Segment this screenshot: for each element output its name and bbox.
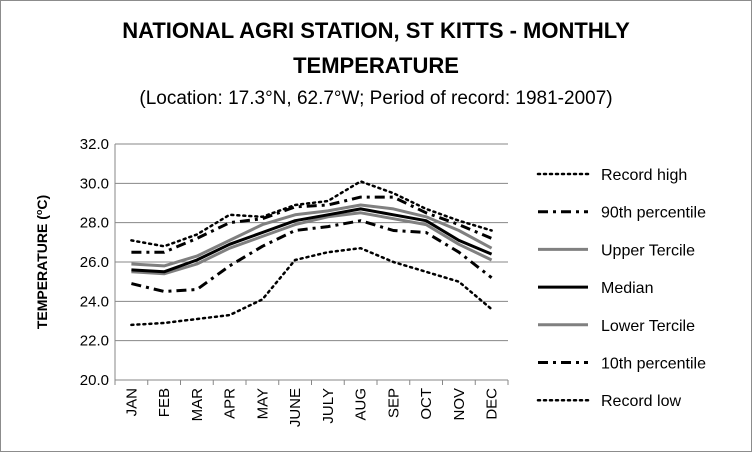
x-tick-label: NOV xyxy=(451,388,468,421)
legend-entry: Record high xyxy=(601,167,687,184)
y-axis-label-end: C) xyxy=(34,195,50,210)
legend-entry: Lower Tercile xyxy=(601,318,695,335)
x-tick-labels: JAN FEB MAR APR MAY JUNE JULY AUG SEP OCT NOV DEC xyxy=(123,388,500,427)
x-tick-label: AUG xyxy=(353,388,370,421)
y-tick-label: 22.0 xyxy=(80,333,109,350)
y-tick-label: 24.0 xyxy=(80,293,109,310)
chart-title-line1: NATIONAL AGRI STATION, ST KITTS - MONTHL… xyxy=(122,18,630,43)
y-tick-labels: 20.0 22.0 24.0 26.0 28.0 30.0 32.0 xyxy=(80,136,109,389)
y-axis-label-main: TEMPERATURE ( xyxy=(34,215,50,329)
x-tick-label: APR xyxy=(222,388,239,419)
chart-title-line2: TEMPERATURE xyxy=(293,53,459,78)
legend-entry: 90th percentile xyxy=(601,205,706,222)
x-tick-label: OCT xyxy=(418,388,435,420)
legend-entry: Record low xyxy=(601,393,681,410)
series-line-lower-tercile xyxy=(131,211,493,276)
series-line-record-low xyxy=(130,246,493,327)
series-line-record-high xyxy=(130,180,493,248)
series-line-upper-tercile xyxy=(131,203,493,268)
y-tick-label: 20.0 xyxy=(80,372,109,389)
x-tick-label: DEC xyxy=(484,388,501,420)
legend: Record high 90th percentile Upper Tercile M… xyxy=(536,167,706,410)
y-tick-label: 26.0 xyxy=(80,254,109,271)
x-tick-label: MAY xyxy=(254,388,271,419)
x-tick-label: MAR xyxy=(189,388,206,422)
series-line-10th-percentile xyxy=(131,219,493,293)
legend-entry: 10th percentile xyxy=(601,356,706,373)
legend-entry: Median xyxy=(601,280,653,297)
x-tick-label: JAN xyxy=(123,388,140,416)
y-tick-label: 30.0 xyxy=(80,175,109,192)
series-line-90th-percentile xyxy=(131,195,493,254)
legend-entry: Upper Tercile xyxy=(601,242,695,259)
y-tick-label: 32.0 xyxy=(80,136,109,153)
y-tick-label: 28.0 xyxy=(80,215,109,232)
chart-subtitle: (Location: 17.3°N, 62.7°W; Period of rec… xyxy=(139,88,613,109)
series-line-median xyxy=(131,207,493,274)
x-tick-label: SEP xyxy=(385,388,402,418)
axes xyxy=(114,144,509,385)
y-axis-label-sup: o xyxy=(34,209,44,215)
x-tick-label: FEB xyxy=(156,388,173,417)
gridlines xyxy=(115,143,508,342)
x-tick-label: JULY xyxy=(320,388,337,424)
series-lines xyxy=(130,180,493,327)
y-axis-label: TEMPERATURE (oC) xyxy=(34,195,50,329)
x-tick-label: JUNE xyxy=(287,388,304,427)
